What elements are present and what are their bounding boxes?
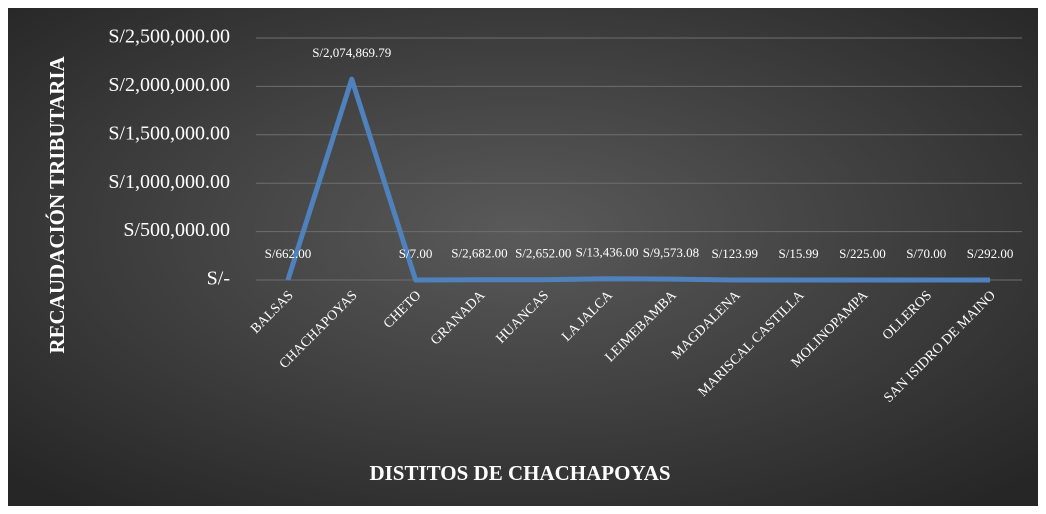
y-tick-label: S/-	[207, 268, 230, 290]
y-tick-label: S/2,000,000.00	[108, 74, 230, 96]
line	[285, 76, 991, 283]
chart-background	[8, 8, 1038, 506]
data-label: S/2,074,869.79	[312, 45, 391, 60]
data-label: S/15.99	[779, 246, 819, 261]
x-axis-title: DISTITOS DE CHACHAPOYAS	[369, 461, 670, 485]
data-label: S/225.00	[839, 246, 886, 261]
data-label: S/13,436.00	[576, 245, 639, 260]
data-label: S/9,573.08	[643, 245, 699, 260]
y-axis-title: RECAUDACIÓN TRIBUTARIA	[45, 55, 69, 353]
y-tick-label: S/2,500,000.00	[108, 26, 230, 48]
data-label: S/7.00	[399, 246, 433, 261]
data-label: S/70.00	[906, 246, 946, 261]
y-tick-label: S/1,000,000.00	[108, 171, 230, 193]
data-label: S/123.99	[711, 246, 758, 261]
data-label: S/662.00	[265, 246, 312, 261]
y-tick-label: S/1,500,000.00	[108, 122, 230, 144]
data-label: S/2,652.00	[515, 246, 571, 261]
data-label: S/292.00	[967, 246, 1014, 261]
data-label: S/2,682.00	[451, 246, 507, 261]
y-tick-label: S/500,000.00	[123, 219, 230, 241]
